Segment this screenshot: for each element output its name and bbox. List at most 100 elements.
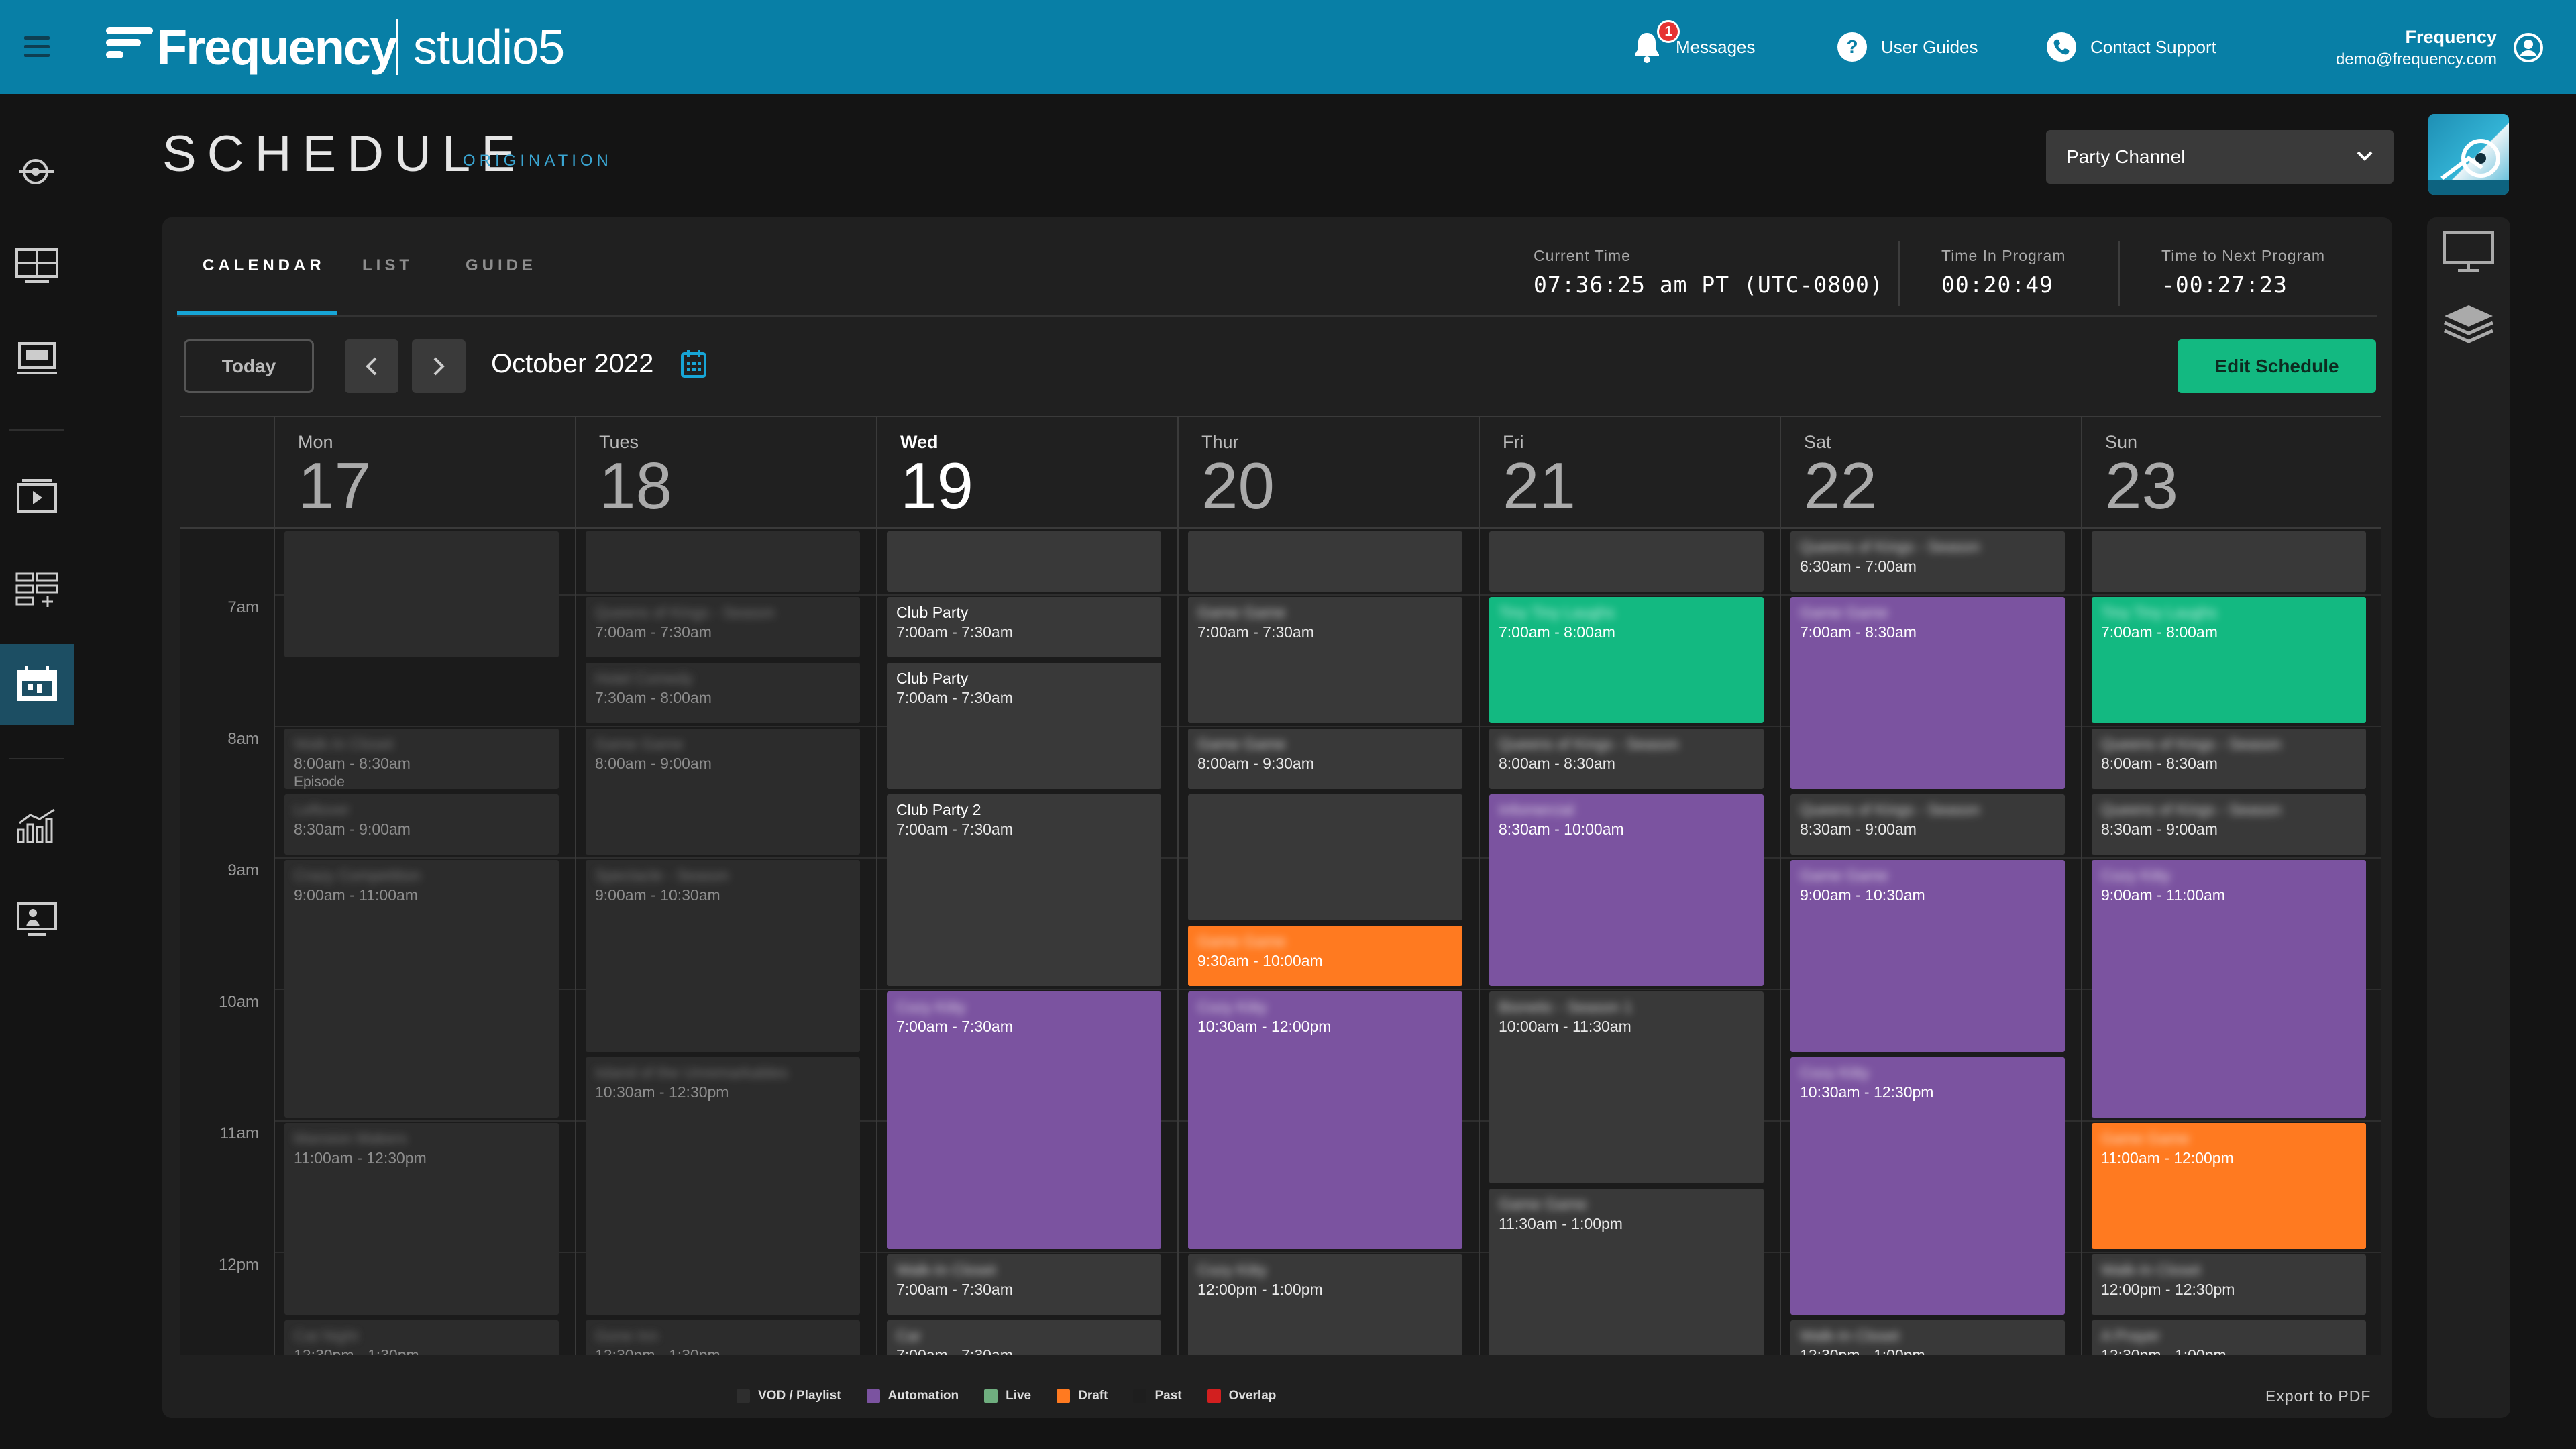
schedule-event-auto[interactable]: Cozy Kitty 10:30am - 12:30pm bbox=[1790, 1057, 2065, 1315]
prev-week-button[interactable] bbox=[345, 339, 398, 393]
schedule-event-past[interactable]: Game Game 8:00am - 9:00am bbox=[586, 729, 860, 855]
hour-gridline bbox=[274, 989, 2381, 990]
schedule-event-draft[interactable]: Game Game 9:30am - 10:00am bbox=[1188, 926, 1462, 986]
event-time: 7:00am - 7:30am bbox=[896, 623, 1013, 641]
schedule-event-vod[interactable]: Walk-In Closet 7:00am - 7:30am bbox=[887, 1254, 1161, 1315]
event-title: Walk-In Closet bbox=[294, 735, 394, 753]
schedule-event-past[interactable]: Mansion Makers 11:00am - 12:30pm bbox=[284, 1123, 559, 1315]
schedule-event-live[interactable]: Tiny Tiny Laughs 7:00am - 8:00am bbox=[2092, 597, 2366, 723]
schedule-event-past[interactable]: Leftover 8:30am - 9:00am bbox=[284, 794, 559, 855]
schedule-event-vod[interactable] bbox=[2092, 531, 2366, 592]
schedule-event-auto[interactable]: Game Game 7:00am - 8:30am bbox=[1790, 597, 2065, 789]
event-time: 11:00am - 12:30pm bbox=[294, 1149, 427, 1167]
schedule-event-vod[interactable]: Cozy Kitty 12:00pm - 1:00pm bbox=[1188, 1254, 1462, 1355]
time-in-program: Time In Program 00:20:49 bbox=[1941, 247, 2065, 298]
layers-icon[interactable] bbox=[2442, 301, 2496, 347]
day-header: Wed 19 bbox=[876, 417, 1177, 529]
event-time: 8:00am - 8:30am bbox=[1499, 755, 1615, 772]
schedule-event-past[interactable]: Queens of Kings - Season 7:00am - 7:30am bbox=[586, 597, 860, 657]
schedule-event-vod[interactable]: Bionetic - Season 1 10:00am - 11:30am bbox=[1489, 991, 1764, 1183]
day-header: Thur 20 bbox=[1177, 417, 1478, 529]
tab-list[interactable]: LIST bbox=[362, 256, 413, 274]
nav-monitor-icon[interactable] bbox=[0, 319, 74, 400]
schedule-event-live[interactable]: Tiny Tiny Laughs 7:00am - 8:00am bbox=[1489, 597, 1764, 723]
event-time: 8:00am - 8:30am bbox=[294, 755, 411, 772]
schedule-event-vod[interactable]: Walk-In Closet 12:00pm - 12:30pm bbox=[2092, 1254, 2366, 1315]
channel-thumbnail[interactable] bbox=[2428, 114, 2509, 195]
schedule-event-vod[interactable] bbox=[887, 531, 1161, 592]
calendar-picker-icon[interactable] bbox=[680, 349, 707, 378]
schedule-event-vod[interactable]: Queens of Kings - Season 8:00am - 8:30am bbox=[1489, 729, 1764, 789]
schedule-event-vod[interactable]: Game Game 8:00am - 9:30am bbox=[1188, 729, 1462, 789]
nav-media-folder-icon[interactable] bbox=[0, 456, 74, 537]
hour-gridline bbox=[274, 594, 2381, 596]
schedule-event-vod[interactable]: Queens of Kings - Season 8:30am - 9:00am bbox=[2092, 794, 2366, 855]
chevron-down-icon bbox=[2357, 151, 2373, 161]
schedule-event-vod[interactable] bbox=[1188, 794, 1462, 920]
schedule-event-vod[interactable]: Club Party 7:00am - 7:30am bbox=[887, 597, 1161, 657]
schedule-event-vod[interactable]: Queens of Kings - Season 8:30am - 9:00am bbox=[1790, 794, 2065, 855]
event-title: Leftover bbox=[294, 801, 350, 818]
schedule-event-vod[interactable] bbox=[1489, 531, 1764, 592]
contact-support-link[interactable]: Contact Support bbox=[2046, 27, 2216, 67]
schedule-event-vod[interactable]: Queens of Kings - Season 6:30am - 7:00am bbox=[1790, 531, 2065, 592]
event-title: Cozy Kitty bbox=[1197, 998, 1267, 1016]
current-time: Current Time 07:36:25 am PT (UTC-0800) bbox=[1534, 247, 1884, 298]
schedule-event-vod[interactable]: Club Party 7:00am - 7:30am bbox=[887, 663, 1161, 789]
schedule-event-past[interactable]: Walk-In Closet 8:00am - 8:30am Episode bbox=[284, 729, 559, 789]
tab-calendar[interactable]: CALENDAR bbox=[203, 256, 325, 274]
preview-monitor-icon[interactable] bbox=[2442, 228, 2496, 275]
schedule-event-vod[interactable] bbox=[1188, 531, 1462, 592]
schedule-panel: CALENDAR LIST GUIDE Current Time 07:36:2… bbox=[162, 217, 2392, 1418]
chevron-left-icon bbox=[366, 357, 377, 376]
user-info[interactable]: Frequency demo@frequency.com bbox=[2336, 27, 2497, 69]
event-title: Queens of Kings - Season bbox=[2101, 801, 2282, 818]
nav-grid-monitor-icon[interactable] bbox=[0, 225, 74, 306]
nav-presenter-icon[interactable] bbox=[0, 879, 74, 959]
channel-dropdown[interactable]: Party Channel bbox=[2046, 130, 2394, 184]
event-time: 7:00am - 8:00am bbox=[2101, 623, 2218, 641]
user-guides-link[interactable]: ? User Guides bbox=[1837, 27, 1978, 67]
nav-schedule-icon[interactable] bbox=[0, 644, 74, 724]
schedule-event-auto[interactable]: Cozy Kitty 7:00am - 7:30am bbox=[887, 991, 1161, 1249]
schedule-event-past[interactable] bbox=[586, 531, 860, 592]
schedule-event-draft[interactable]: Game Game 11:00am - 12:00pm bbox=[2092, 1123, 2366, 1249]
schedule-event-auto[interactable]: Cozy Kitty 9:00am - 11:00am bbox=[2092, 860, 2366, 1118]
today-button[interactable]: Today bbox=[184, 339, 314, 393]
nav-analytics-icon[interactable] bbox=[0, 785, 74, 865]
schedule-event-vod[interactable]: Car 7:00am - 7:30am bbox=[887, 1320, 1161, 1355]
event-time: 7:00am - 7:30am bbox=[896, 1346, 1013, 1355]
schedule-event-vod[interactable]: Club Party 2 7:00am - 7:30am bbox=[887, 794, 1161, 986]
schedule-event-past[interactable]: Hotel Comedy 7:30am - 8:00am bbox=[586, 663, 860, 723]
user-avatar-icon[interactable] bbox=[2513, 32, 2544, 63]
schedule-event-auto[interactable]: Infomercial 8:30am - 10:00am bbox=[1489, 794, 1764, 986]
schedule-event-vod[interactable]: A Prayer 12:30pm - 1:00pm bbox=[2092, 1320, 2366, 1355]
schedule-event-past[interactable]: Island of the Unremarkables 10:30am - 12:… bbox=[586, 1057, 860, 1315]
hour-gridline bbox=[274, 726, 2381, 727]
nav-playlist-icon[interactable] bbox=[0, 550, 74, 631]
right-panel bbox=[2427, 217, 2510, 1418]
tab-guide[interactable]: GUIDE bbox=[466, 256, 537, 274]
schedule-event-auto[interactable]: Cozy Kitty 10:30am - 12:00pm bbox=[1188, 991, 1462, 1249]
schedule-event-auto[interactable]: Game Game 9:00am - 10:30am bbox=[1790, 860, 2065, 1052]
schedule-event-vod[interactable]: Game Game 11:30am - 1:00pm bbox=[1489, 1189, 1764, 1355]
legend-item: Automation bbox=[866, 1389, 959, 1403]
messages-link[interactable]: Messages bbox=[1631, 27, 1756, 67]
schedule-event-vod[interactable]: Game Game 7:00am - 7:30am bbox=[1188, 597, 1462, 723]
next-week-button[interactable] bbox=[412, 339, 466, 393]
month-label: October 2022 bbox=[491, 349, 654, 378]
event-title: Tiny Tiny Laughs bbox=[1499, 604, 1615, 621]
schedule-event-past[interactable]: Cat Night 12:30pm - 1:30pm bbox=[284, 1320, 559, 1355]
edit-schedule-button[interactable]: Edit Schedule bbox=[2178, 339, 2376, 393]
schedule-event-vod[interactable]: Queens of Kings - Season 8:00am - 8:30am bbox=[2092, 729, 2366, 789]
export-pdf-link[interactable]: Export to PDF bbox=[2265, 1387, 2371, 1405]
hamburger-menu-icon[interactable] bbox=[20, 32, 54, 62]
schedule-event-past[interactable]: Spectacle - Season 9:00am - 10:30am bbox=[586, 860, 860, 1052]
nav-live-icon[interactable] bbox=[0, 131, 74, 212]
schedule-event-past[interactable]: Gone Inn 12:30pm - 1:30pm bbox=[586, 1320, 860, 1355]
svg-text:?: ? bbox=[1846, 36, 1858, 57]
day-name: Thur bbox=[1201, 432, 1239, 452]
schedule-event-past[interactable]: Crazy Competition 9:00am - 11:00am bbox=[284, 860, 559, 1118]
schedule-event-vod[interactable]: Walk-In Closet 12:30pm - 1:00pm bbox=[1790, 1320, 2065, 1355]
schedule-event-past[interactable] bbox=[284, 531, 559, 657]
